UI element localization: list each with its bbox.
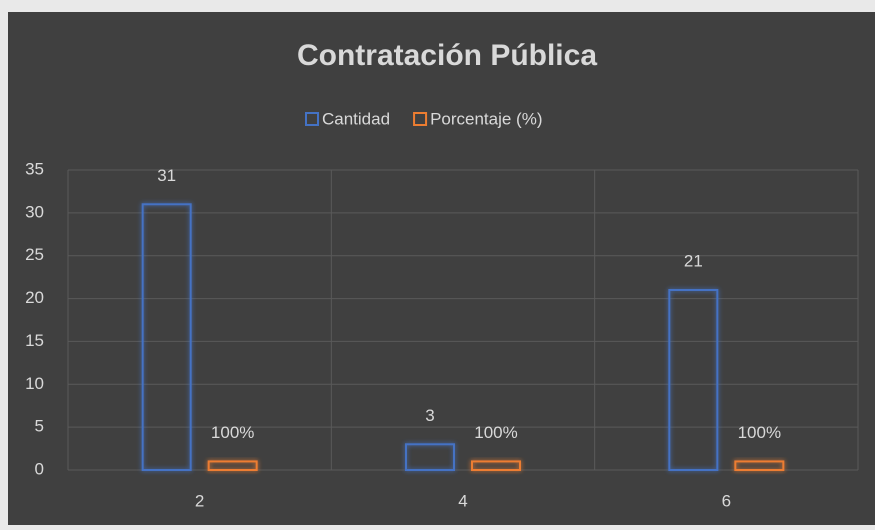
legend-label: Porcentaje (%): [430, 109, 542, 128]
y-tick-label: 35: [25, 159, 44, 178]
legend: Cantidad Porcentaje (%): [305, 109, 543, 128]
y-tick-label: 25: [25, 245, 44, 264]
bar: [734, 460, 785, 471]
chart-background: [8, 12, 875, 525]
bar: [207, 460, 258, 471]
chart-title: Contratación Pública: [297, 39, 597, 72]
y-tick-label: 5: [35, 417, 44, 436]
bar: [668, 289, 719, 471]
x-tick-label: 2: [195, 491, 204, 510]
data-label: 100%: [474, 423, 517, 442]
x-tick-label: 6: [722, 491, 731, 510]
y-tick-label: 20: [25, 288, 44, 307]
y-tick-label: 30: [25, 202, 44, 221]
bar: [141, 203, 192, 472]
bar: [471, 460, 521, 471]
data-label: 100%: [211, 423, 254, 442]
data-label: 100%: [738, 423, 781, 442]
data-label: 21: [684, 251, 703, 270]
y-tick-label: 15: [25, 331, 44, 350]
data-label: 3: [425, 406, 434, 425]
data-label: 31: [157, 166, 176, 185]
x-tick-label: 4: [458, 491, 467, 510]
y-tick-label: 10: [25, 374, 44, 393]
y-tick-label: 0: [35, 459, 44, 478]
bar: [405, 443, 455, 471]
legend-swatch: [305, 112, 319, 126]
legend-label: Cantidad: [322, 109, 390, 128]
legend-swatch: [413, 112, 428, 126]
